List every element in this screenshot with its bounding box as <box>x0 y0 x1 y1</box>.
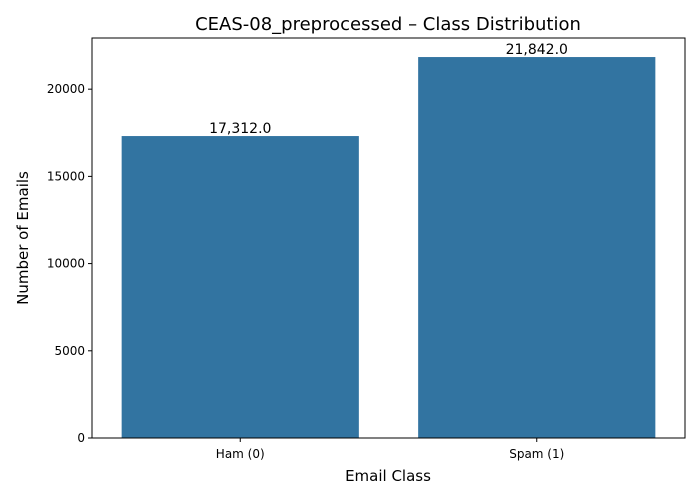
y-axis-label: Number of Emails <box>14 171 32 305</box>
x-axis-ticks: Ham (0) Spam (1) <box>216 438 564 461</box>
y-tick-label-2: 10000 <box>47 257 85 271</box>
x-tick-label-0: Ham (0) <box>216 447 265 461</box>
x-axis-label: Email Class <box>345 467 431 485</box>
y-tick-label-1: 5000 <box>54 344 85 358</box>
bar-0 <box>121 136 359 438</box>
chart-title: CEAS-08_preprocessed – Class Distributio… <box>195 14 581 35</box>
bar-1 <box>418 57 656 438</box>
x-tick-label-1: Spam (1) <box>509 447 564 461</box>
plot-area: 0 5000 10000 15000 20000 Ham (0) Spam (1) 17,… <box>47 37 686 461</box>
y-tick-label-3: 15000 <box>47 169 85 183</box>
y-tick-label-0: 0 <box>77 431 85 445</box>
plot-frame <box>91 37 686 439</box>
y-tick-label-4: 20000 <box>47 82 85 96</box>
data-label-1: 21,842.0 <box>506 42 568 58</box>
data-labels: 17,312.0 21,842.0 <box>209 42 568 137</box>
y-axis-ticks: 0 5000 10000 15000 20000 <box>47 82 92 445</box>
bars <box>121 57 656 438</box>
data-label-0: 17,312.0 <box>209 121 271 137</box>
